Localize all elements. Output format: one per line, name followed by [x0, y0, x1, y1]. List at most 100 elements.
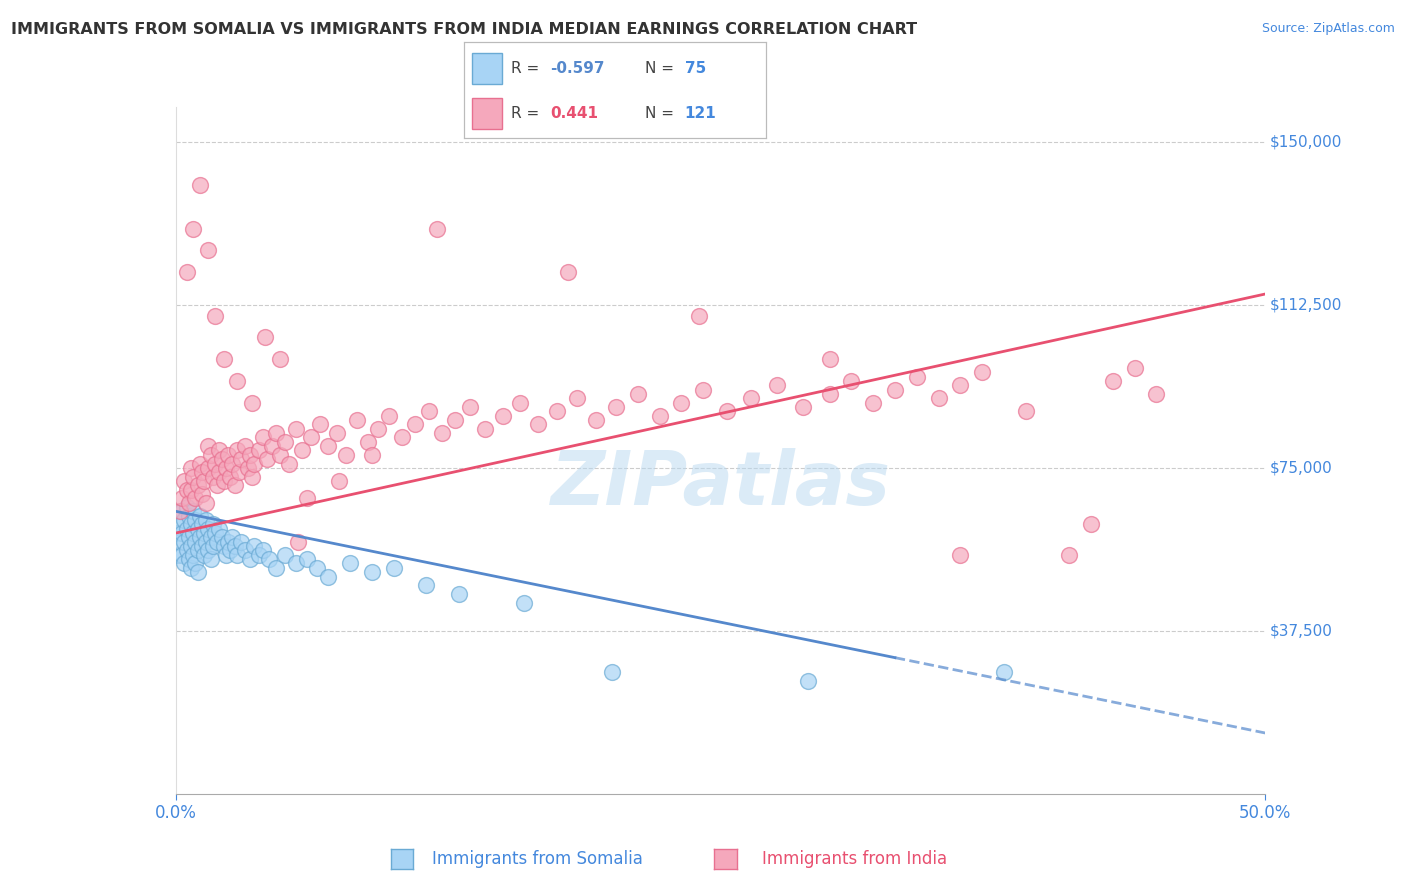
Point	[274, 548, 297, 562]
Point	[176, 543, 198, 558]
Point	[176, 522, 198, 536]
Point	[221, 457, 243, 471]
Point	[221, 530, 243, 544]
Point	[180, 483, 202, 497]
Point	[905, 369, 928, 384]
Point	[308, 417, 330, 432]
Point	[215, 460, 238, 475]
Point	[173, 534, 195, 549]
Point	[173, 474, 195, 488]
Point	[177, 508, 200, 523]
Point	[426, 221, 449, 235]
Point	[1123, 360, 1146, 375]
Text: Source: ZipAtlas.com: Source: ZipAtlas.com	[1261, 22, 1395, 36]
Point	[191, 487, 214, 501]
Point	[565, 392, 588, 406]
Point	[204, 309, 226, 323]
Point	[197, 439, 219, 453]
Text: 75: 75	[685, 62, 706, 77]
Point	[239, 448, 262, 462]
Point	[884, 383, 907, 397]
Point	[177, 495, 200, 509]
Point	[970, 365, 993, 379]
Point	[228, 465, 250, 479]
Point	[225, 548, 247, 562]
Point	[796, 673, 818, 688]
Point	[526, 417, 548, 432]
Point	[212, 352, 235, 367]
Point	[181, 469, 204, 483]
Point	[284, 422, 307, 436]
Point	[247, 443, 270, 458]
Point	[240, 469, 263, 483]
Point	[447, 587, 470, 601]
Point	[291, 443, 314, 458]
Point	[546, 404, 568, 418]
Point	[191, 465, 214, 479]
Point	[172, 504, 194, 518]
Point	[211, 452, 233, 467]
Point	[264, 561, 287, 575]
Point	[231, 452, 253, 467]
Point	[415, 578, 437, 592]
Point	[862, 395, 884, 409]
Point	[219, 543, 242, 558]
Point	[180, 517, 202, 532]
Point	[367, 422, 389, 436]
Point	[335, 448, 357, 462]
Point	[254, 330, 277, 344]
FancyBboxPatch shape	[471, 98, 502, 128]
Point	[193, 548, 215, 562]
Point	[382, 561, 405, 575]
Point	[172, 491, 194, 506]
Point	[513, 596, 536, 610]
Point	[195, 495, 218, 509]
Point	[818, 352, 841, 367]
Point	[231, 534, 253, 549]
Point	[259, 552, 281, 566]
Point	[627, 387, 650, 401]
Text: ZIPatlas: ZIPatlas	[551, 449, 890, 521]
Point	[360, 565, 382, 579]
Text: Immigrants from India: Immigrants from India	[762, 850, 948, 868]
Point	[176, 483, 198, 497]
Point	[949, 548, 972, 562]
Point	[172, 526, 194, 541]
Point	[318, 439, 340, 453]
Point	[1144, 387, 1167, 401]
Point	[204, 526, 226, 541]
Text: $37,500: $37,500	[1270, 624, 1333, 639]
Point	[197, 522, 219, 536]
Point	[269, 448, 291, 462]
FancyBboxPatch shape	[471, 54, 502, 85]
Point	[256, 452, 278, 467]
Point	[260, 439, 283, 453]
Point	[217, 534, 239, 549]
Point	[205, 478, 228, 492]
Point	[193, 526, 215, 541]
Point	[443, 413, 465, 427]
Text: $150,000: $150,000	[1270, 135, 1343, 149]
Point	[204, 457, 226, 471]
Point	[949, 378, 972, 392]
Point	[211, 530, 233, 544]
Point	[197, 543, 219, 558]
Point	[252, 543, 274, 558]
Point	[458, 400, 481, 414]
Point	[205, 534, 228, 549]
Point	[208, 465, 231, 479]
Point	[188, 530, 211, 544]
Point	[295, 491, 318, 506]
Point	[225, 443, 247, 458]
Point	[418, 404, 440, 418]
Point	[180, 539, 202, 553]
Point	[224, 478, 246, 492]
Point	[766, 378, 789, 392]
Point	[197, 244, 219, 258]
Text: R =: R =	[510, 62, 544, 77]
Point	[186, 522, 209, 536]
Point	[269, 352, 291, 367]
Text: -0.597: -0.597	[550, 62, 605, 77]
Point	[181, 221, 204, 235]
Point	[557, 265, 579, 279]
